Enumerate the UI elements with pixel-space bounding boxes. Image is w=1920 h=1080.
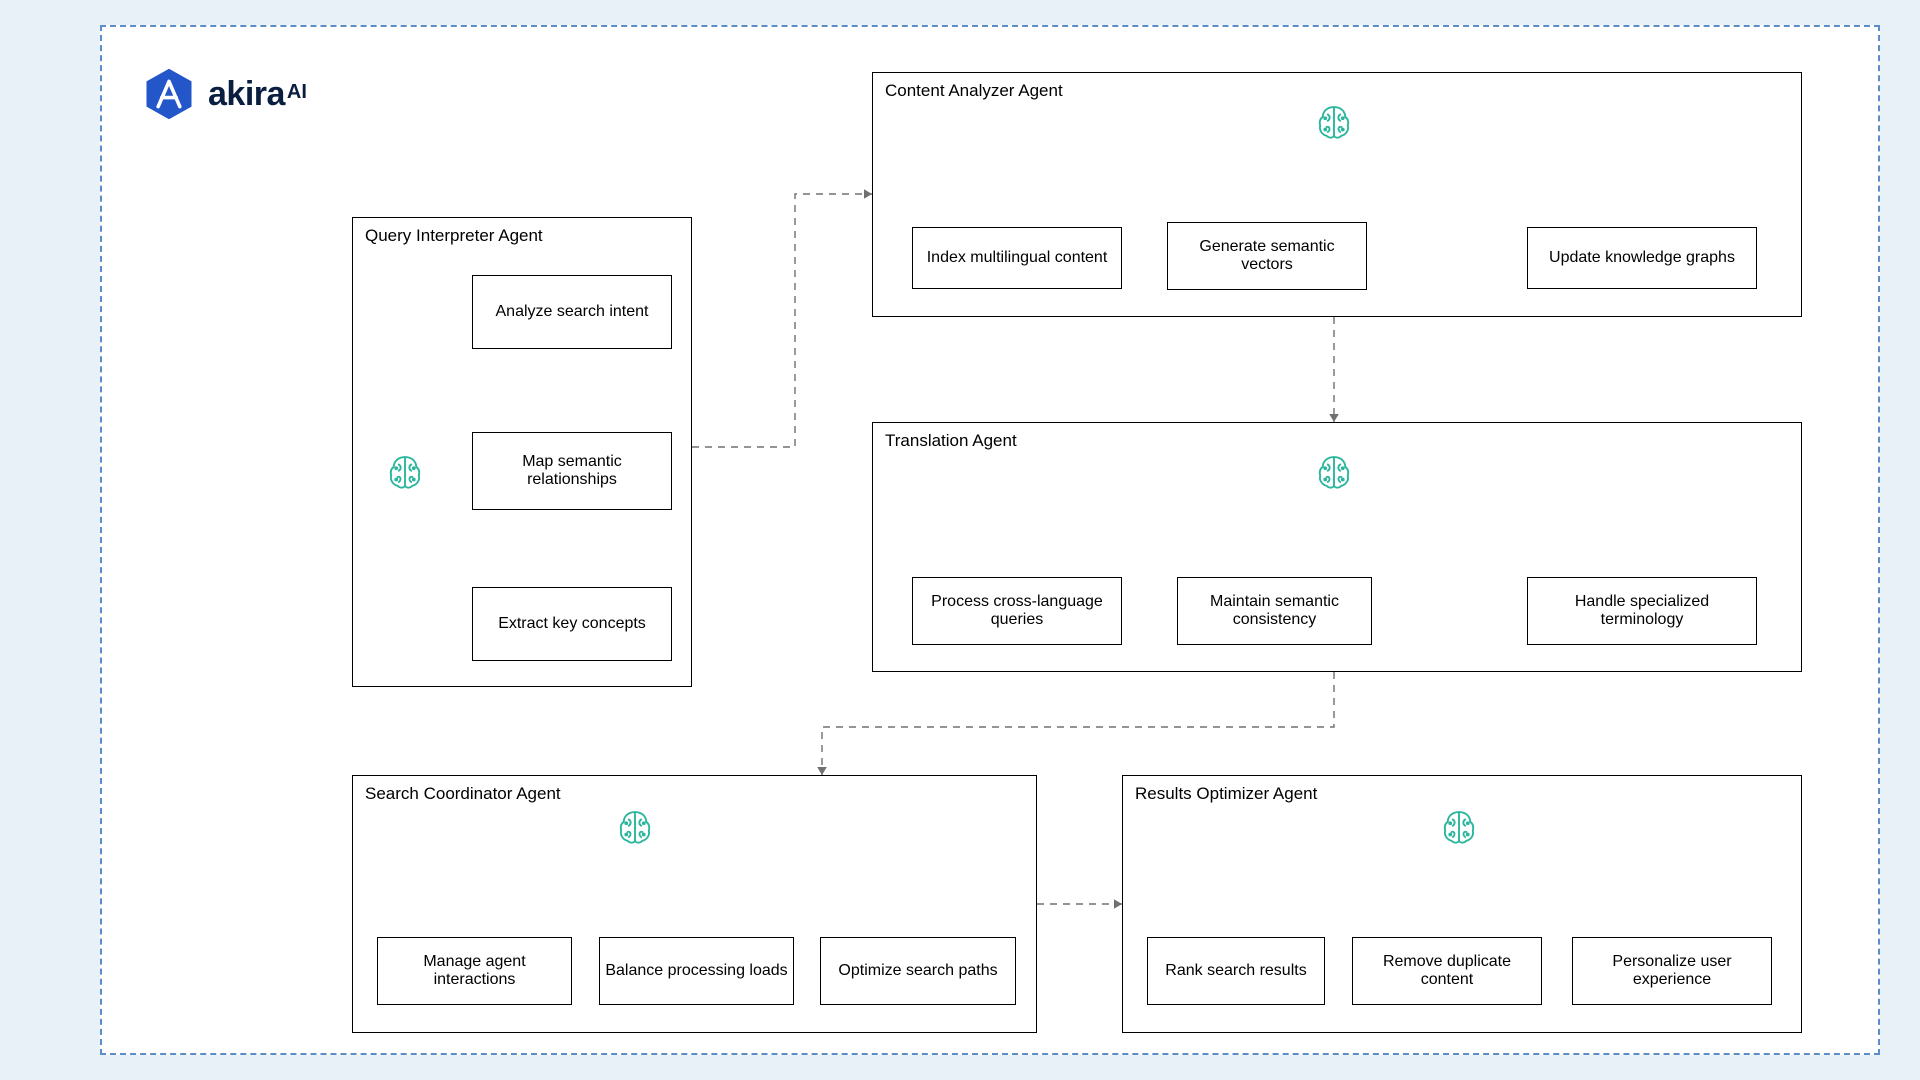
task-box: Optimize search paths: [820, 937, 1016, 1005]
brain-icon: [385, 452, 425, 492]
diagram-canvas: akiraAI Query Interpreter Agent: [100, 25, 1880, 1055]
task-box: Maintain semantic consistency: [1177, 577, 1372, 645]
agent-title: Query Interpreter Agent: [365, 226, 543, 246]
task-box: Personalize user experience: [1572, 937, 1772, 1005]
task-box: Balance processing loads: [599, 937, 794, 1005]
logo: akiraAI: [142, 67, 307, 121]
agent-title: Search Coordinator Agent: [365, 784, 561, 804]
task-box: Rank search results: [1147, 937, 1325, 1005]
brain-icon: [1314, 102, 1354, 142]
agent-title: Translation Agent: [885, 431, 1017, 451]
task-box: Generate semantic vectors: [1167, 222, 1367, 290]
agent-title: Content Analyzer Agent: [885, 81, 1063, 101]
logo-suffix: AI: [287, 81, 307, 103]
task-box: Update knowledge graphs: [1527, 227, 1757, 289]
task-box: Process cross-language queries: [912, 577, 1122, 645]
logo-text: akiraAI: [208, 75, 307, 114]
brain-icon: [615, 807, 655, 847]
task-box: Analyze search intent: [472, 275, 672, 349]
logo-hex-icon: [142, 67, 196, 121]
brain-icon: [1439, 807, 1479, 847]
task-box: Manage agent interactions: [377, 937, 572, 1005]
logo-name: akira: [208, 75, 285, 113]
task-box: Index multilingual content: [912, 227, 1122, 289]
task-box: Map semantic relationships: [472, 432, 672, 510]
task-box: Remove duplicate content: [1352, 937, 1542, 1005]
task-box: Extract key concepts: [472, 587, 672, 661]
brain-icon: [1314, 452, 1354, 492]
task-box: Handle specialized terminology: [1527, 577, 1757, 645]
agent-title: Results Optimizer Agent: [1135, 784, 1317, 804]
